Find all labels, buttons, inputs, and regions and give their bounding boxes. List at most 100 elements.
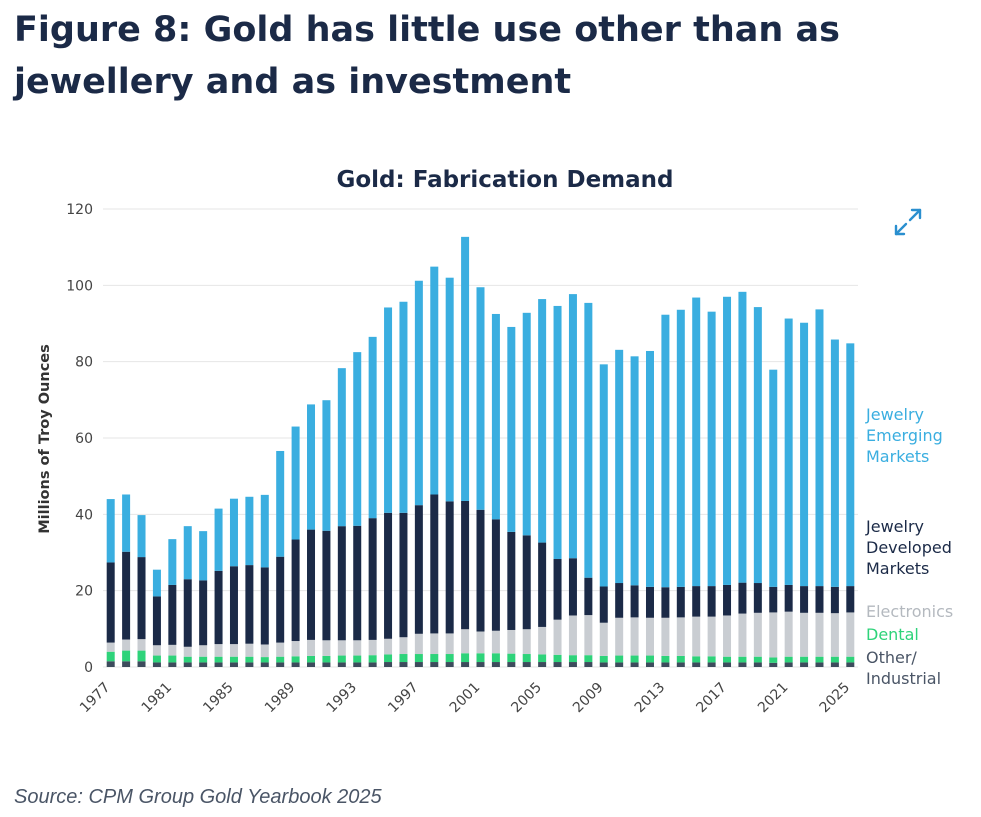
y-axis-label: Millions of Troy Ounces (37, 344, 53, 534)
bar-segment (568, 294, 577, 559)
bar-segment (414, 654, 423, 663)
bar-segment (260, 644, 269, 658)
bar-segment (307, 655, 316, 663)
bar-segment (106, 661, 115, 667)
bar-segment (322, 655, 331, 663)
bar-segment (461, 236, 470, 501)
bar-segment (106, 642, 115, 652)
bar-segment (645, 586, 654, 618)
bar-segment (245, 496, 254, 566)
bar-segment (738, 662, 747, 667)
bar-segment (830, 613, 839, 657)
bar-segment (168, 655, 177, 663)
bar-segment (229, 644, 238, 657)
bar-segment (815, 656, 824, 663)
bar-segment (137, 515, 146, 558)
x-tick-label: 1981 (139, 680, 176, 717)
bar-segment (846, 586, 855, 613)
bar-segment (630, 585, 639, 618)
bar-segment (384, 638, 393, 655)
bar-segment (723, 615, 732, 657)
bar-segment (676, 309, 685, 587)
bar-segment (322, 530, 331, 641)
bar-segment (599, 586, 608, 623)
bar-segment (491, 313, 500, 520)
bar-segment (769, 662, 778, 667)
bar-segment (830, 586, 839, 614)
bar-segment (568, 655, 577, 663)
x-tick-label: 1985 (200, 680, 237, 717)
bar-segment (676, 586, 685, 618)
bar-segment (245, 656, 254, 663)
bar-segment (738, 582, 747, 614)
bar-segment (199, 531, 208, 581)
bar-segment (815, 309, 824, 587)
bar-segment (676, 662, 685, 667)
bar-segment (784, 656, 793, 663)
bar-segment (461, 629, 470, 654)
bar-segment (723, 584, 732, 616)
bar-segment (229, 656, 238, 663)
bar-segment (122, 661, 131, 667)
bar-segment (353, 640, 362, 656)
bar-segment (168, 644, 177, 656)
bar-segment (384, 512, 393, 639)
bar-segment (276, 450, 285, 557)
bar-segment (183, 579, 192, 647)
bar-segment (445, 277, 454, 502)
bar-segment (414, 633, 423, 655)
bar-segment (476, 287, 485, 510)
bar-segment (553, 662, 562, 667)
expand-arrows-icon[interactable] (893, 207, 923, 237)
bar-segment (168, 539, 177, 585)
bar-segment (337, 662, 346, 667)
bar-segment (645, 662, 654, 667)
bar-segment (122, 639, 131, 651)
bar-segment (846, 662, 855, 667)
x-tick-label: 2017 (693, 680, 730, 717)
bar-segment (307, 662, 316, 667)
bar-segment (522, 629, 531, 655)
x-tick-label: 1977 (77, 680, 114, 717)
bar-segment (399, 654, 408, 663)
source-note: Source: CPM Group Gold Yearbook 2025 (14, 786, 382, 808)
y-tick-label: 100 (66, 278, 93, 294)
bar-segment (661, 617, 670, 656)
bar-segment (738, 656, 747, 663)
bar-segment (291, 656, 300, 663)
bar-segment (584, 577, 593, 616)
bar-segment (800, 656, 809, 663)
bar-segment (384, 654, 393, 663)
bar-segment (507, 662, 516, 667)
bar-segment (661, 655, 670, 663)
bar-segment (568, 662, 577, 667)
bar-segment (168, 584, 177, 645)
bar-segment (260, 494, 269, 568)
bar-segment (260, 567, 269, 645)
bar-segment (260, 657, 269, 663)
x-tick-label: 2005 (508, 680, 545, 717)
bar-segment (183, 662, 192, 667)
bar-segment (800, 612, 809, 657)
bar-segment (538, 662, 547, 667)
bar-segment (491, 662, 500, 667)
bar-segment (276, 662, 285, 667)
y-tick-label: 60 (75, 431, 93, 447)
bar-segment (199, 662, 208, 667)
bar-segment (846, 656, 855, 663)
bar-segment (430, 654, 439, 663)
bar-segment (599, 622, 608, 656)
bar-segment (769, 612, 778, 658)
bar-segment (584, 662, 593, 667)
bar-segment (830, 662, 839, 667)
bar-segment (445, 654, 454, 663)
bar-segment (445, 633, 454, 655)
y-tick-label: 40 (75, 507, 93, 523)
legend: Jewelry Emerging Markets Jewelry Develop… (865, 405, 953, 688)
bar-segment (152, 655, 161, 663)
bar-segment (738, 613, 747, 657)
bar-segment (846, 612, 855, 657)
bar-segment (399, 512, 408, 638)
bar-segment (599, 662, 608, 667)
bar-segment (491, 630, 500, 654)
